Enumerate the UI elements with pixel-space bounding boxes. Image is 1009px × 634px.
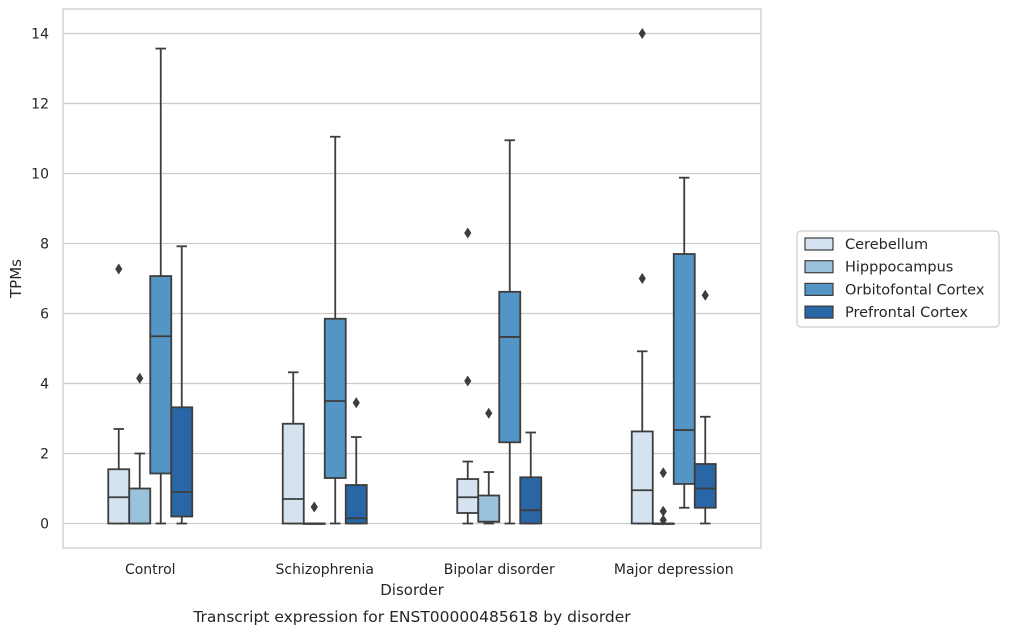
box-1-0: [128, 372, 152, 525]
box-0-2: [456, 227, 480, 525]
y-tick-label: 0: [40, 517, 49, 533]
box-body: [672, 253, 696, 485]
box-3-2: [519, 431, 543, 525]
box-body: [477, 494, 501, 523]
box-body: [170, 406, 194, 518]
box-2-2: [498, 139, 522, 525]
box-body: [498, 290, 522, 444]
box-3-3: [693, 289, 717, 525]
outlier-point: [136, 372, 144, 384]
box-body: [630, 430, 654, 525]
outlier-point: [485, 407, 493, 419]
y-axis-label: TPMs: [7, 259, 25, 299]
outlier-point: [464, 227, 472, 239]
box-3-0: [170, 245, 194, 525]
outlier-point: [115, 263, 123, 275]
y-tick-label: 4: [40, 377, 49, 393]
legend-entry-label: Cerebellum: [845, 237, 928, 253]
box-body: [128, 487, 152, 525]
legend-swatch: [804, 305, 834, 319]
y-tick-label: 6: [40, 307, 49, 323]
legend: Cerebellum Hipppocampus Orbitofontal Corte…: [796, 230, 1000, 328]
legend-entry-label: Hipppocampus: [845, 260, 953, 276]
legend-swatch: [804, 237, 834, 251]
outlier-point: [659, 467, 667, 479]
box-0-1: [281, 371, 305, 525]
box-0-3: [630, 28, 654, 525]
outlier-point: [638, 273, 646, 284]
outlier-point: [310, 501, 318, 513]
outlier-point: [352, 397, 360, 409]
x-tick-label: Bipolar disorder: [444, 562, 555, 578]
x-axis-label: Disorder: [380, 581, 444, 599]
legend-swatch: [804, 282, 834, 296]
box-1-3: [651, 467, 675, 526]
box-1-1: [302, 501, 326, 525]
box-body: [323, 317, 347, 479]
legend-box: [796, 230, 1000, 328]
legend-entry-label: Prefrontal Cortex: [845, 305, 968, 321]
outlier-point: [638, 28, 646, 39]
box-body: [519, 476, 543, 525]
y-tick-label: 12: [31, 97, 49, 113]
box-2-3: [672, 176, 696, 509]
box-body: [281, 422, 305, 525]
y-tick-label: 2: [40, 447, 49, 463]
y-tick-label: 8: [40, 237, 49, 253]
x-tick-label: Schizophrenia: [276, 562, 374, 578]
y-tick-label: 10: [31, 167, 49, 183]
outlier-point: [659, 514, 667, 526]
box-body: [149, 275, 173, 475]
legend-swatch: [804, 260, 834, 274]
outlier-point: [701, 289, 709, 301]
x-axis-ticks: Control Schizophrenia Bipolar disorder Majo…: [125, 562, 734, 578]
y-axis-ticks: 0 2 4 6 8 10 12 14: [31, 27, 49, 533]
legend-entry-label: Orbitofontal Cortex: [845, 282, 985, 298]
box-body: [693, 463, 717, 509]
outlier-point: [659, 505, 667, 517]
x-tick-label: Major depression: [614, 562, 734, 578]
y-tick-label: 14: [31, 27, 49, 43]
box-plot-area: [107, 28, 717, 526]
outlier-point: [464, 375, 472, 387]
box-2-0: [149, 47, 173, 525]
box-1-2: [477, 407, 501, 525]
plot-frame: [62, 8, 762, 549]
box-body: [344, 484, 368, 525]
chart-caption: Transcript expression for ENST0000048561…: [192, 608, 631, 626]
box-3-1: [344, 397, 368, 525]
box-2-1: [323, 135, 347, 525]
x-tick-label: Control: [125, 562, 176, 578]
box-0-0: [107, 263, 131, 525]
box-body: [456, 478, 480, 514]
